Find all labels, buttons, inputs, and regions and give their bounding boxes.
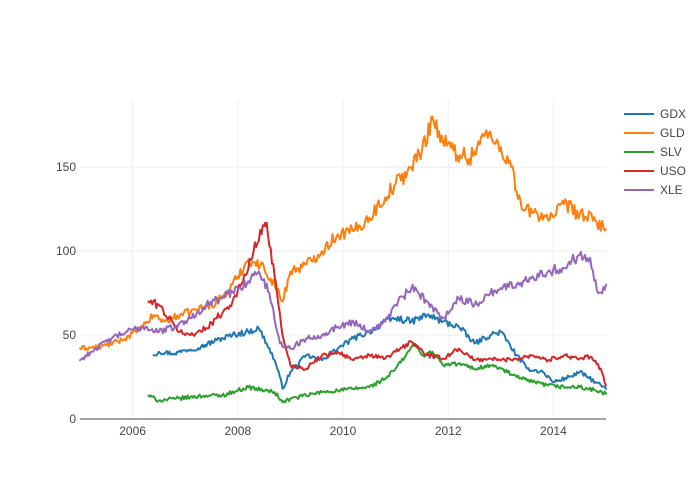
series-line-gld[interactable] [79, 115, 607, 351]
legend-item-xle[interactable]: XLE [624, 183, 683, 197]
axes: 2006 2008 2010 2012 2014 0 50 100 150 [56, 160, 606, 438]
series-line-xle[interactable] [79, 250, 607, 362]
series-lines [79, 115, 607, 404]
y-tick-label: 0 [69, 412, 76, 426]
x-tick-label: 2010 [330, 424, 357, 438]
legend-label: GDX [660, 107, 686, 121]
legend-label: USO [660, 164, 686, 178]
legend[interactable]: GDX GLD SLV USO XLE [624, 107, 686, 197]
x-tick-label: 2014 [540, 424, 567, 438]
legend-item-gdx[interactable]: GDX [624, 107, 686, 121]
series-line-uso[interactable] [147, 221, 607, 387]
legend-item-slv[interactable]: SLV [624, 145, 682, 159]
grid [80, 100, 606, 419]
legend-label: SLV [660, 145, 682, 159]
y-tick-label: 50 [63, 328, 77, 342]
legend-label: XLE [660, 183, 683, 197]
x-tick-label: 2008 [224, 424, 251, 438]
series-line-slv[interactable] [147, 342, 607, 404]
y-tick-label: 100 [56, 244, 76, 258]
legend-item-gld[interactable]: GLD [624, 126, 685, 140]
x-tick-label: 2006 [119, 424, 146, 438]
legend-label: GLD [660, 126, 685, 140]
x-tick-label: 2012 [435, 424, 462, 438]
legend-item-uso[interactable]: USO [624, 164, 686, 178]
y-tick-label: 150 [56, 160, 76, 174]
